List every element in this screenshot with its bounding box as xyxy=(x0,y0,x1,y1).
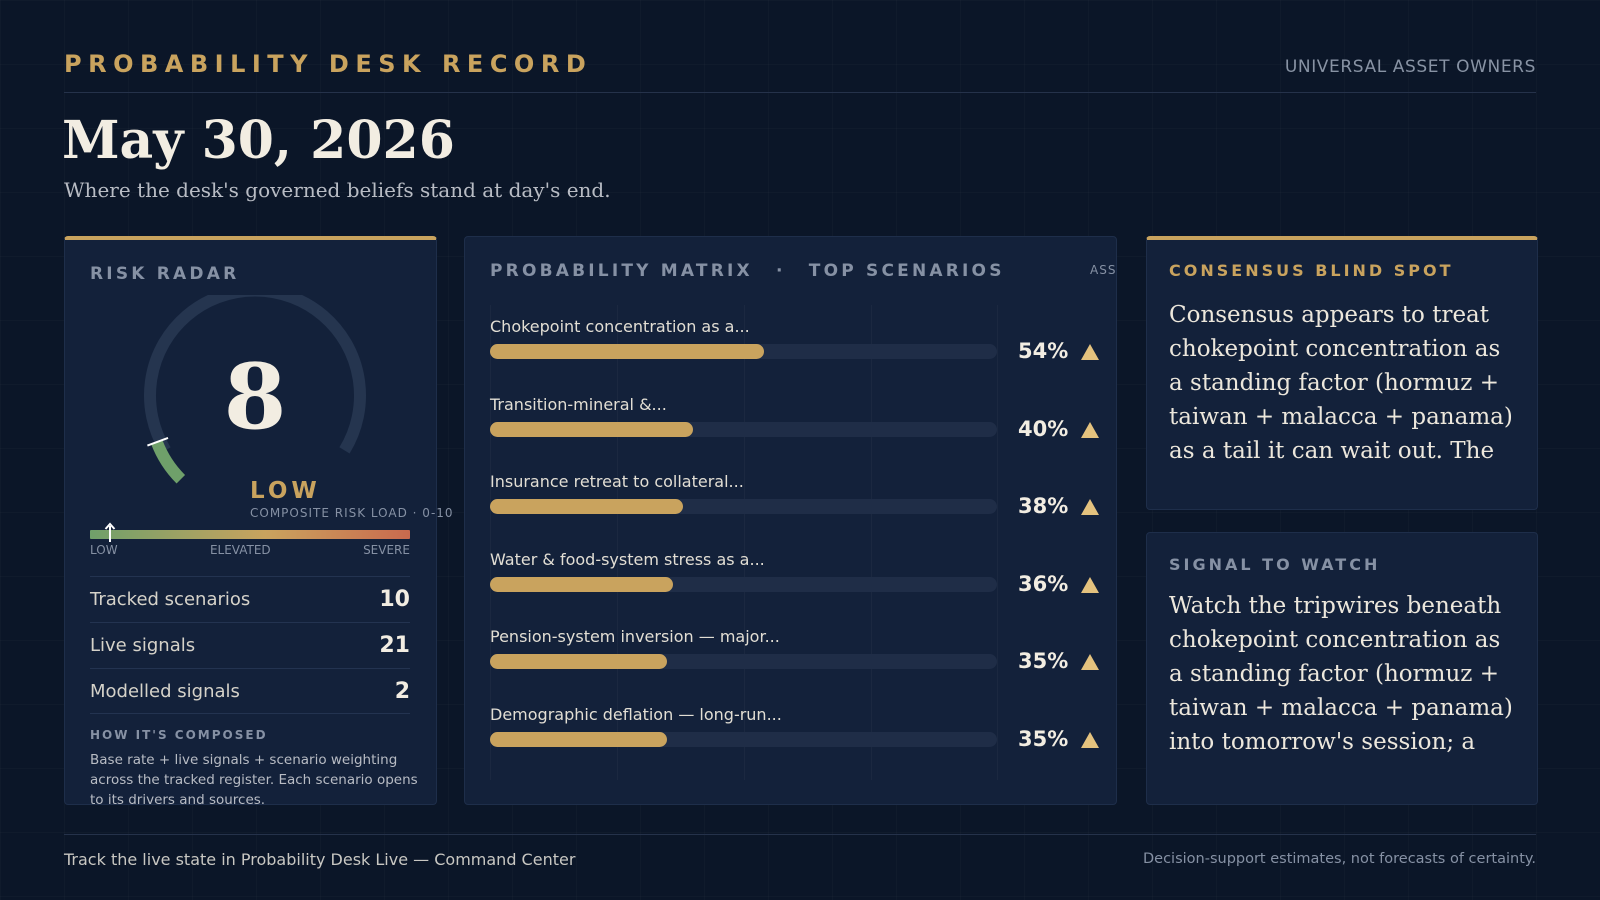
trend-up-icon xyxy=(1081,576,1099,593)
risk-radar-label: RISK RADAR xyxy=(90,264,240,284)
scenario-name: Pension-system inversion — major... xyxy=(490,627,780,646)
risk-stats: Tracked scenarios 10 Live signals 21 Mod… xyxy=(90,576,410,714)
stat-label: Modelled signals xyxy=(90,680,240,702)
blind-spot-label: CONSENSUS BLIND SPOT xyxy=(1169,261,1454,280)
trend-up-icon xyxy=(1081,731,1099,748)
scenario-bar-fill xyxy=(490,576,673,592)
stat-label: Tracked scenarios xyxy=(90,589,251,610)
signal-to-watch-card[interactable]: SIGNAL TO WATCH Watch the tripwires bene… xyxy=(1146,532,1538,805)
stat-row-live-signals: Live signals 21 xyxy=(90,622,410,668)
matrix-separator: · xyxy=(775,261,786,281)
scenario-bar-fill xyxy=(490,344,764,359)
scenario-bar-track xyxy=(490,421,997,437)
scenario-bar-track xyxy=(490,576,997,592)
how-composed-label: HOW IT'S COMPOSED xyxy=(90,728,268,742)
scenario-probability: 40% xyxy=(1018,416,1069,441)
scenario-probability: 35% xyxy=(1018,649,1069,673)
header-divider xyxy=(64,92,1536,93)
stat-row-tracked-scenarios: Tracked scenarios 10 xyxy=(90,576,410,622)
brand-title: PROBABILITY DESK RECORD xyxy=(64,50,593,78)
scenario-probability: 36% xyxy=(1018,571,1069,596)
scenario-row[interactable]: Pension-system inversion — major... 35% xyxy=(490,627,1100,705)
scenario-name: Transition-mineral &... xyxy=(490,394,667,414)
stat-row-modelled-signals: Modelled signals 2 xyxy=(90,668,410,714)
stat-value: 10 xyxy=(379,587,410,612)
scenario-probability: 54% xyxy=(1018,339,1069,363)
matrix-subtitle: TOP SCENARIOS xyxy=(808,261,1005,281)
scenario-name: Demographic deflation — long-run... xyxy=(490,704,782,724)
stat-label: Live signals xyxy=(90,635,196,656)
stat-value: 2 xyxy=(394,678,410,704)
org-name: UNIVERSAL ASSET OWNERS xyxy=(1284,57,1536,77)
scale-label-elevated: ELEVATED xyxy=(209,543,271,557)
probability-matrix-card[interactable]: PROBABILITY MATRIX · TOP SCENARIOS ASSES… xyxy=(464,236,1117,805)
scenario-bar-fill xyxy=(490,654,668,669)
page-date: May 30, 2026 xyxy=(62,110,455,171)
scenario-row[interactable]: Demographic deflation — long-run... 35% xyxy=(490,705,1100,783)
gauge-fill xyxy=(151,439,186,484)
footer-disclaimer: Decision-support estimates, not forecast… xyxy=(1142,851,1536,867)
trend-up-icon xyxy=(1081,654,1099,670)
signal-label: SIGNAL TO WATCH xyxy=(1169,555,1381,574)
risk-radar-card[interactable]: RISK RADAR 8 LOW COMPOSITE RISK LOAD · 0… xyxy=(64,236,453,808)
scenario-bar-track xyxy=(490,654,997,669)
risk-score: 8 xyxy=(223,344,287,450)
risk-gauge xyxy=(144,295,366,484)
scenario-bar-fill xyxy=(490,499,683,514)
stat-value: 21 xyxy=(379,633,410,658)
gauge-track xyxy=(144,295,366,454)
signal-text: Watch the tripwires beneath chokepoint c… xyxy=(1169,593,1513,755)
scale-label-low: LOW xyxy=(90,543,118,557)
risk-scale-bar xyxy=(90,530,410,539)
scenario-probability: 38% xyxy=(1018,494,1069,518)
scenario-bar-fill xyxy=(490,421,693,437)
matrix-title: PROBABILITY MATRIX xyxy=(490,261,753,281)
risk-level: LOW xyxy=(250,478,321,504)
scenario-name: Chokepoint concentration as a... xyxy=(490,317,750,336)
how-composed-text: Base rate + live signals + scenario weig… xyxy=(90,752,418,808)
scenario-bar-fill xyxy=(490,731,668,747)
scenario-row[interactable]: Chokepoint concentration as a... 54% xyxy=(490,317,1100,395)
scenario-name: Water & food-system stress as a... xyxy=(490,549,765,569)
scenario-bar-track xyxy=(490,344,997,359)
scale-marker-icon xyxy=(104,522,116,542)
scenario-list: Chokepoint concentration as a... 54% Trans… xyxy=(490,317,1100,782)
risk-caption: COMPOSITE RISK LOAD · 0-10 xyxy=(250,506,454,520)
scenario-probability: 35% xyxy=(1018,726,1069,751)
scale-labels: LOW ELEVATED SEVERE xyxy=(90,543,410,557)
trend-up-icon xyxy=(1081,421,1099,438)
matrix-label: PROBABILITY MATRIX · TOP SCENARIOS xyxy=(490,261,1005,281)
page-subtitle: Where the desk's governed beliefs stand … xyxy=(64,178,611,202)
scenario-bar-track xyxy=(490,731,997,747)
scale-label-severe: SEVERE xyxy=(363,543,410,557)
footer-link-text[interactable]: Track the live state in Probability Desk… xyxy=(64,850,576,869)
scenario-row[interactable]: Insurance retreat to collateral... 38% xyxy=(490,472,1100,550)
blind-spot-text: Consensus appears to treat chokepoint co… xyxy=(1169,302,1513,464)
scenario-bar-track xyxy=(490,499,997,514)
gauge-needle-tick xyxy=(147,436,169,447)
scenario-row[interactable]: Transition-mineral &... 40% xyxy=(490,395,1100,473)
footer-divider xyxy=(64,834,1536,835)
scenario-name: Insurance retreat to collateral... xyxy=(490,472,744,491)
trend-up-icon xyxy=(1081,499,1099,515)
trend-up-icon xyxy=(1081,344,1099,360)
consensus-blind-spot-card[interactable]: CONSENSUS BLIND SPOT Consensus appears t… xyxy=(1146,236,1538,510)
assess-label: ASSESS xyxy=(1090,263,1117,277)
scenario-row[interactable]: Water & food-system stress as a... 36% xyxy=(490,550,1100,628)
